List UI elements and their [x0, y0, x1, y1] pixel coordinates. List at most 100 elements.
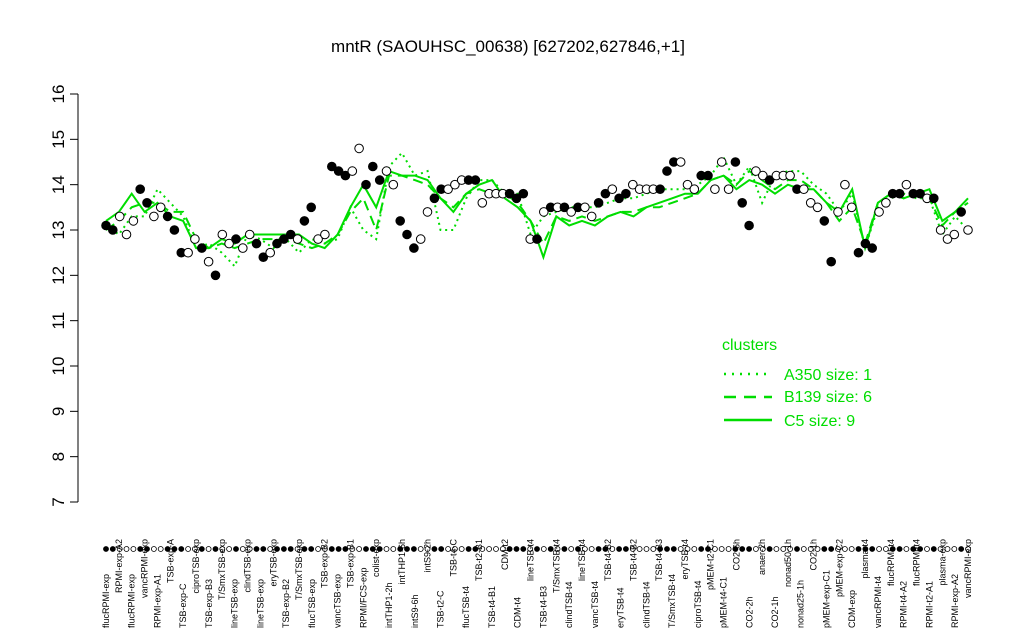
rug-marker — [451, 546, 458, 552]
data-point — [292, 234, 303, 244]
rug-marker — [116, 546, 123, 552]
data-point — [155, 202, 166, 213]
rug-marker — [664, 546, 670, 552]
x-tick-label: TSB-t4-B3 — [538, 586, 548, 628]
rug — [103, 546, 971, 552]
x-tick-label: intTHP1-2h — [384, 582, 394, 628]
rug-marker — [417, 546, 424, 552]
rug-marker — [534, 546, 540, 552]
data-point — [108, 225, 118, 235]
rug-marker — [383, 546, 390, 552]
data-point — [197, 243, 207, 253]
legend-entry-a350: A350 size: 1 — [784, 367, 872, 384]
x-tick-label: RPMI-exp-A1 — [152, 574, 162, 628]
rug-marker — [410, 546, 417, 552]
rug-marker — [472, 546, 479, 552]
data-point — [539, 207, 549, 217]
data-point — [518, 188, 529, 199]
data-point — [559, 202, 570, 213]
data-point — [333, 166, 344, 176]
data-point — [744, 220, 754, 231]
x-tick-label: T/SmxTSB-t4 — [667, 574, 677, 628]
rug-marker — [855, 546, 862, 552]
rug-marker — [575, 546, 581, 552]
data-point — [313, 234, 323, 244]
data-point — [628, 179, 638, 190]
rug-marker — [212, 546, 219, 552]
data-point — [935, 225, 946, 235]
data-point — [128, 216, 139, 226]
rug-marker — [677, 546, 684, 552]
data-point — [621, 188, 631, 199]
rug-marker — [848, 546, 855, 552]
data-point — [203, 256, 214, 267]
rug-marker — [780, 546, 787, 552]
rug-marker — [725, 546, 732, 552]
rug-marker — [363, 546, 369, 552]
rug-marker — [321, 546, 328, 552]
data-point — [244, 229, 255, 240]
rug-marker — [287, 546, 294, 552]
rug-marker — [369, 546, 376, 552]
x-tick-label: flucRPMI-exp — [127, 574, 137, 628]
data-point — [710, 184, 720, 194]
x-tick-label: eryTSB-exp — [268, 539, 278, 587]
rug-marker — [759, 546, 766, 552]
rug-marker — [431, 546, 438, 552]
rug-marker — [787, 546, 793, 552]
x-tick-label: TSB-t2-B1 — [474, 539, 484, 581]
rug-marker — [800, 546, 807, 552]
rug-marker — [103, 546, 109, 552]
rug-marker — [568, 546, 575, 552]
data-point — [929, 193, 939, 204]
rug-marker — [280, 546, 287, 552]
rug-marker — [130, 546, 137, 552]
rug-marker — [246, 546, 253, 552]
data-point — [799, 184, 809, 194]
x-tick-label: TSB-t4-B3 — [654, 539, 664, 581]
x-tick-label: CO2-2h — [744, 596, 754, 628]
rug-marker — [267, 546, 274, 552]
chart-title: mntR (SAOUHSC_00638) [627202,627846,+1] — [331, 37, 685, 56]
data-point — [853, 247, 864, 258]
rug-marker — [773, 546, 780, 552]
x-tick-label: CDM-exp — [847, 590, 857, 628]
rug-marker — [335, 546, 342, 552]
data-point — [942, 234, 953, 244]
data-point — [881, 198, 891, 208]
x-tick-label: eryTSB-t4 — [616, 587, 626, 628]
x-tick-label: pMEM-exp-C2 — [834, 539, 844, 597]
data-point — [655, 184, 665, 194]
legend-entry-b139: B139 size: 6 — [784, 389, 872, 406]
x-tick-label: intS9-2h — [423, 539, 433, 573]
data-point — [162, 211, 173, 222]
rug-marker — [137, 546, 144, 552]
data-point — [114, 211, 125, 222]
rug-marker — [582, 546, 588, 552]
data-point — [450, 179, 460, 190]
rug-marker — [253, 546, 260, 552]
x-tick-label: pMEM-t4-C1 — [719, 577, 729, 628]
data-point — [593, 198, 604, 208]
data-point — [279, 234, 289, 244]
legend-title: clusters — [722, 337, 777, 354]
rug-marker — [404, 546, 410, 552]
data-point — [354, 143, 364, 154]
data-point — [675, 157, 686, 167]
data-point — [285, 229, 296, 240]
x-tick-label: lineTSB-t4 — [577, 539, 587, 581]
rug-marker — [910, 546, 917, 552]
y-tick-label: 9 — [49, 407, 68, 416]
y-tick-label: 16 — [49, 85, 68, 104]
data-point — [785, 170, 795, 181]
data-point — [306, 202, 317, 213]
x-tick-label: T/SmxTSB-exp — [217, 539, 227, 600]
rug-marker — [157, 546, 164, 552]
x-tick-label: T/SmxTSB-t4 — [551, 539, 561, 593]
legend-entry-c5: C5 size: 9 — [784, 413, 855, 430]
rug-marker — [397, 546, 404, 552]
rug-marker — [144, 546, 150, 552]
data-point — [251, 238, 262, 249]
data-point — [265, 247, 276, 258]
x-tick-label: T/SmxTSB-exp — [294, 539, 304, 600]
